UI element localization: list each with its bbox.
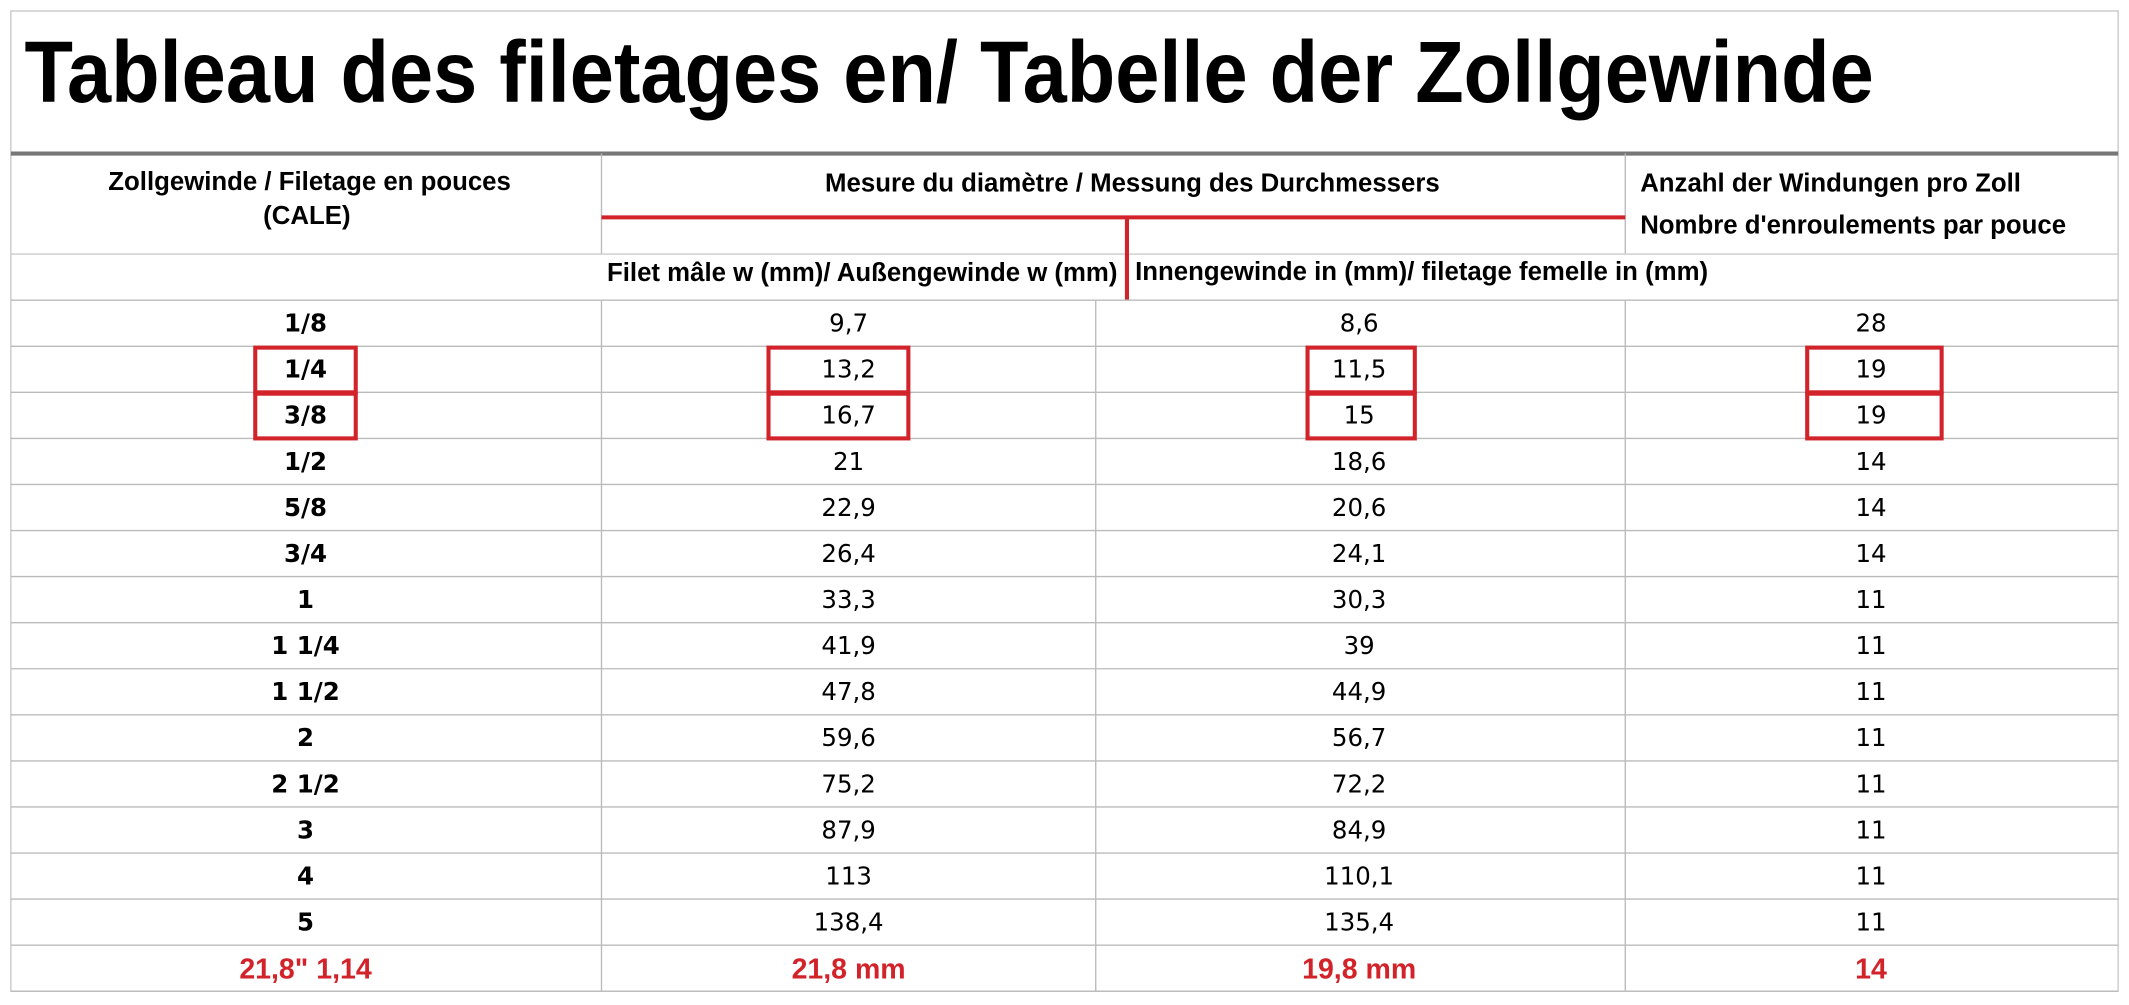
value-cell: 16,7 bbox=[821, 401, 875, 430]
highlight-box bbox=[1305, 391, 1417, 441]
title: Tableau des filetages en/ Tabelle der Zo… bbox=[24, 24, 1873, 121]
value-cell: 87,9 bbox=[821, 815, 875, 844]
female-header: Innengewinde in (mm)/ filetage femelle i… bbox=[1135, 258, 1708, 286]
size-cell: 1 1/4 bbox=[271, 631, 339, 660]
value-cell: 24,1 bbox=[1332, 539, 1386, 568]
size-cell: 1/2 bbox=[284, 447, 327, 476]
value-cell: 19 bbox=[1855, 355, 1886, 384]
value-cell: 56,7 bbox=[1332, 723, 1386, 752]
highlight-box bbox=[766, 391, 911, 441]
value-cell: 39 bbox=[1344, 631, 1375, 660]
value-cell: 11 bbox=[1855, 769, 1886, 798]
footer-cell: 21,8 mm bbox=[792, 953, 906, 985]
footer-cell: 21,8" 1,14 bbox=[239, 953, 372, 985]
value-cell: 8,6 bbox=[1340, 309, 1379, 338]
value-cell: 11 bbox=[1855, 907, 1886, 936]
size-cell: 4 bbox=[297, 861, 314, 890]
highlight-box bbox=[1805, 391, 1944, 441]
male-header: Filet mâle w (mm)/ Außengewinde w (mm) bbox=[607, 259, 1117, 287]
value-cell: 75,2 bbox=[821, 769, 875, 798]
value-cell: 41,9 bbox=[821, 631, 875, 660]
size-cell: 2 1/2 bbox=[271, 769, 339, 798]
value-cell: 47,8 bbox=[821, 677, 875, 706]
size-header: (CALE) bbox=[263, 202, 350, 230]
value-cell: 11 bbox=[1855, 723, 1886, 752]
size-cell: 5/8 bbox=[284, 493, 327, 522]
footer-cell: 14 bbox=[1855, 953, 1887, 985]
value-cell: 14 bbox=[1855, 447, 1886, 476]
size-cell: 3/4 bbox=[284, 539, 327, 568]
value-cell: 11 bbox=[1855, 677, 1886, 706]
size-cell: 1 bbox=[297, 585, 314, 614]
value-cell: 26,4 bbox=[821, 539, 875, 568]
size-cell: 1/8 bbox=[284, 309, 327, 338]
value-cell: 138,4 bbox=[814, 907, 884, 936]
value-cell: 59,6 bbox=[821, 723, 875, 752]
value-cell: 11 bbox=[1855, 815, 1886, 844]
size-cell: 3/8 bbox=[284, 401, 327, 430]
turns-header: Anzahl der Windungen pro Zoll bbox=[1640, 170, 2021, 198]
value-cell: 110,1 bbox=[1324, 861, 1394, 890]
size-header: Zollgewinde / Filetage en pouces bbox=[108, 168, 511, 196]
size-cell: 2 bbox=[297, 723, 314, 752]
value-cell: 72,2 bbox=[1332, 769, 1386, 798]
table-body: 1/8 9,7 8,6 281/4 13,2 11,5 193/8 16,7 15 191/2 21… bbox=[10, 299, 2119, 992]
value-cell: 14 bbox=[1855, 539, 1886, 568]
value-cell: 21 bbox=[833, 447, 864, 476]
value-cell: 13,2 bbox=[821, 355, 875, 384]
value-cell: 135,4 bbox=[1324, 907, 1394, 936]
value-cell: 18,6 bbox=[1332, 447, 1386, 476]
diameter-header: Mesure du diamètre / Messung des Durchme… bbox=[825, 170, 1440, 198]
value-cell: 9,7 bbox=[829, 309, 868, 338]
value-cell: 14 bbox=[1855, 493, 1886, 522]
value-cell: 33,3 bbox=[821, 585, 875, 614]
value-cell: 44,9 bbox=[1332, 677, 1386, 706]
value-cell: 22,9 bbox=[821, 493, 875, 522]
turns-header: Nombre d'enroulements par pouce bbox=[1640, 212, 2066, 240]
value-cell: 15 bbox=[1344, 401, 1375, 430]
footer-cell: 19,8 mm bbox=[1302, 953, 1416, 985]
value-cell: 19 bbox=[1855, 401, 1886, 430]
value-cell: 20,6 bbox=[1332, 493, 1386, 522]
highlight-box bbox=[253, 391, 358, 441]
value-cell: 84,9 bbox=[1332, 815, 1386, 844]
size-cell: 5 bbox=[297, 907, 314, 936]
value-cell: 28 bbox=[1855, 309, 1886, 338]
value-cell: 11,5 bbox=[1332, 355, 1386, 384]
value-cell: 11 bbox=[1855, 631, 1886, 660]
value-cell: 30,3 bbox=[1332, 585, 1386, 614]
size-cell: 1 1/2 bbox=[271, 677, 339, 706]
value-cell: 113 bbox=[825, 861, 872, 890]
size-cell: 3 bbox=[297, 815, 314, 844]
value-cell: 11 bbox=[1855, 585, 1886, 614]
value-cell: 11 bbox=[1855, 861, 1886, 890]
size-cell: 1/4 bbox=[284, 355, 327, 384]
